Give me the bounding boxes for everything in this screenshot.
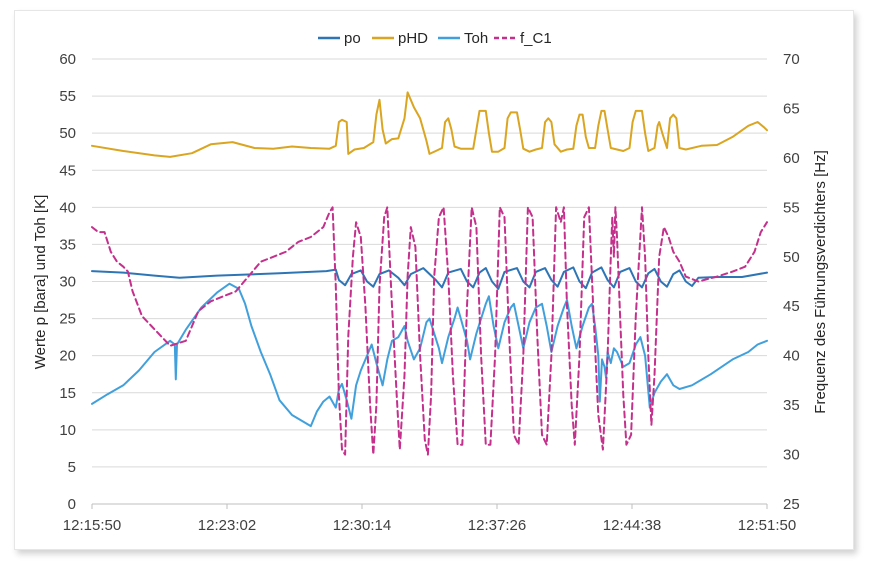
y-right-tick-label: 45 <box>783 298 800 315</box>
y-left-tick-label: 35 <box>59 236 76 253</box>
y-left-tick-label: 50 <box>59 125 76 142</box>
y-axis-left-ticks: 0 5 10 15 20 25 30 35 40 45 50 55 60 <box>59 51 76 513</box>
x-tick-label: 12:44:38 <box>603 517 661 534</box>
y-left-tick-label: 0 <box>68 496 76 513</box>
x-axis-ticks: 12:15:50 12:23:02 12:30:14 12:37:26 12:44:38… <box>63 504 796 534</box>
y-left-tick-label: 5 <box>68 459 76 476</box>
y-right-tick-label: 30 <box>783 447 800 464</box>
x-tick-label: 12:30:14 <box>333 517 391 534</box>
y-right-tick-label: 25 <box>783 496 800 513</box>
y-right-tick-label: 55 <box>783 199 800 216</box>
legend-label: f_C1 <box>520 30 552 47</box>
y-axis-left-title: Werte p [bara] und Toh [K] <box>32 195 49 370</box>
series-line-po <box>91 266 768 290</box>
y-right-tick-label: 65 <box>783 100 800 117</box>
y-left-tick-label: 45 <box>59 162 76 179</box>
y-left-tick-label: 60 <box>59 51 76 68</box>
series-line-phd <box>91 91 768 158</box>
y-left-tick-label: 20 <box>59 348 76 365</box>
x-tick-label: 12:37:26 <box>468 517 526 534</box>
y-left-tick-label: 25 <box>59 311 76 328</box>
legend: po pHD Toh f_C1 <box>318 30 552 47</box>
y-axis-right-ticks: 25 30 35 40 45 50 55 60 65 70 <box>783 51 800 513</box>
y-left-tick-label: 40 <box>59 199 76 216</box>
y-right-tick-label: 50 <box>783 249 800 266</box>
legend-label: Toh <box>464 30 488 47</box>
y-axis-right-title: Frequenz des Führungsverdichters [Hz] <box>812 150 829 413</box>
y-right-tick-label: 70 <box>783 51 800 68</box>
gridlines <box>92 58 767 505</box>
y-left-tick-label: 55 <box>59 88 76 105</box>
y-right-tick-label: 40 <box>783 348 800 365</box>
y-left-tick-label: 15 <box>59 385 76 402</box>
series-layer <box>91 91 768 456</box>
series-line-f-c1 <box>91 206 768 456</box>
y-left-tick-label: 10 <box>59 422 76 439</box>
x-tick-label: 12:15:50 <box>63 517 121 534</box>
y-left-tick-label: 30 <box>59 274 76 291</box>
y-right-tick-label: 60 <box>783 150 800 167</box>
legend-label: po <box>344 30 361 47</box>
y-right-tick-label: 35 <box>783 397 800 414</box>
series-line-toh <box>91 282 768 428</box>
x-tick-label: 12:23:02 <box>198 517 256 534</box>
x-tick-label: 12:51:50 <box>738 517 796 534</box>
legend-label: pHD <box>398 30 428 47</box>
